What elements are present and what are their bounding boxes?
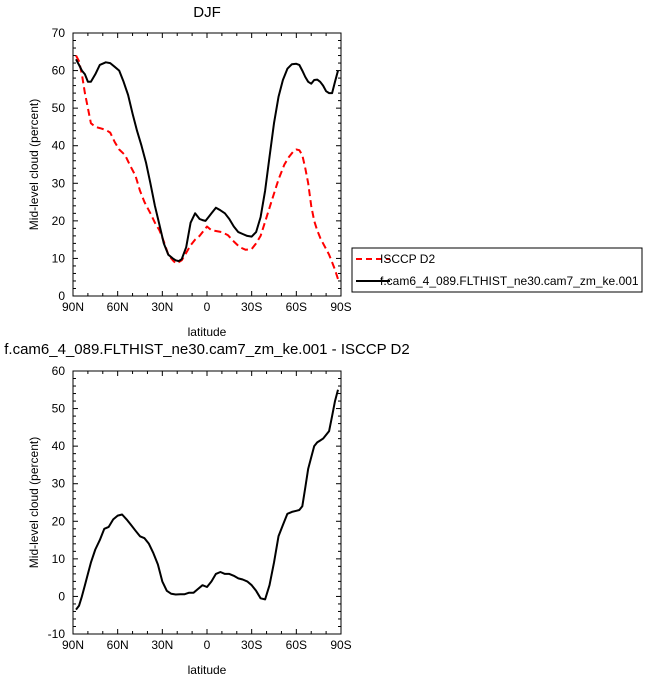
series-line-1	[75, 55, 339, 280]
y-tick-label: 0	[58, 289, 65, 303]
panel-1-ylabel: Mid-level cloud (percent)	[27, 99, 41, 230]
legend-box	[351, 247, 643, 293]
x-tick-label: 30S	[241, 638, 262, 652]
y-tick-label: 40	[52, 439, 66, 453]
panel-1-ticks: 90N 60N 30N 0 30S 60S 90S 0 10 20 30 40 50 60 70	[52, 26, 352, 314]
x-tick-label: 60S	[286, 638, 307, 652]
legend-label-model: f.cam6_4_089.FLTHIST_ne30.cam7_zm_ke.001	[380, 274, 639, 288]
y-tick-label: 60	[52, 64, 66, 78]
legend-label-isccp: ISCCP D2	[380, 252, 435, 266]
y-tick-label: 20	[52, 214, 66, 228]
panel-2-ylabel: Mid-level cloud (percent)	[27, 437, 41, 568]
panel-2-title: f.cam6_4_089.FLTHIST_ne30.cam7_zm_ke.001…	[4, 341, 409, 358]
y-tick-label: 50	[52, 402, 66, 416]
series-line-2	[75, 58, 339, 263]
series-line-1	[75, 389, 339, 611]
y-tick-label: -10	[48, 627, 66, 641]
x-tick-label: 90S	[330, 300, 351, 314]
y-tick-label: 10	[52, 251, 66, 265]
y-tick-label: 20	[52, 514, 66, 528]
panel-1-series	[75, 55, 339, 280]
panel-2-series	[75, 389, 339, 611]
panel-1-plot-frame	[72, 32, 342, 297]
panel-1-title: DJF	[193, 4, 221, 21]
x-tick-label: 60S	[286, 300, 307, 314]
y-tick-label: 10	[52, 552, 66, 566]
x-tick-label: 30N	[151, 300, 173, 314]
y-tick-label: 70	[52, 26, 66, 40]
y-tick-label: 30	[52, 176, 66, 190]
x-tick-label: 0	[204, 638, 211, 652]
x-tick-label: 30N	[151, 638, 173, 652]
x-tick-label: 60N	[107, 638, 129, 652]
panel-1-legend: ISCCP D2 f.cam6_4_089.FLTHIST_ne30.cam7_…	[351, 247, 643, 293]
x-tick-label: 0	[204, 300, 211, 314]
y-tick-label: 50	[52, 101, 66, 115]
panel-2: f.cam6_4_089.FLTHIST_ne30.cam7_zm_ke.001…	[4, 341, 409, 677]
x-tick-label: 90N	[62, 300, 84, 314]
y-tick-label: 0	[58, 589, 65, 603]
y-tick-label: 40	[52, 139, 66, 153]
x-tick-label: 90S	[330, 638, 351, 652]
x-tick-label: 90N	[62, 638, 84, 652]
panel-2-plot-frame	[72, 370, 342, 635]
panel-2-xlabel: latitude	[188, 663, 227, 677]
panel-1: DJF 90N 60N 30N 0 30S 60S 90S 0 10 20 30 40 50 60 70 l…	[27, 4, 643, 339]
x-tick-label: 30S	[241, 300, 262, 314]
panel-1-xlabel: latitude	[188, 325, 227, 339]
x-tick-label: 60N	[107, 300, 129, 314]
y-tick-label: 30	[52, 477, 66, 491]
y-tick-label: 60	[52, 364, 66, 378]
panel-2-ticks: 90N 60N 30N 0 30S 60S 90S -10 0 10 20 30 40 50 60	[48, 364, 352, 652]
